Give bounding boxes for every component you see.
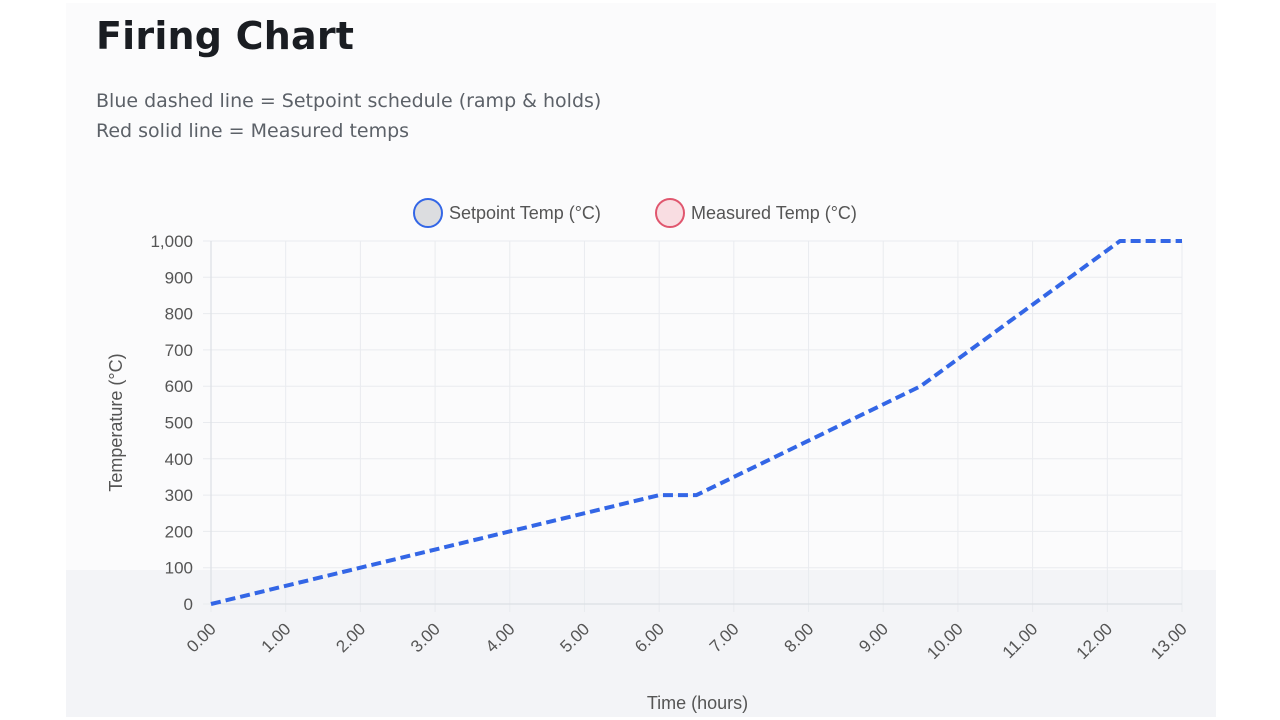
x-tick-label: 2.00 — [332, 619, 369, 656]
x-axis-title: Time (hours) — [647, 693, 748, 713]
y-tick-label: 0 — [184, 595, 193, 614]
description-line-setpoint: Blue dashed line = Setpoint schedule (ra… — [96, 90, 602, 112]
series-line-0 — [210, 239, 1182, 606]
x-tick-label: 11.00 — [999, 619, 1042, 662]
x-tick-label: 13.00 — [1147, 619, 1191, 663]
x-tick-label: 6.00 — [631, 619, 668, 656]
x-tick-label: 9.00 — [855, 619, 892, 656]
x-tick-label: 10.00 — [923, 619, 967, 663]
x-tick-label: 8.00 — [781, 619, 818, 656]
y-tick-label: 600 — [165, 377, 193, 396]
y-tick-label: 900 — [165, 268, 193, 287]
y-tick-label: 400 — [165, 450, 193, 469]
x-tick-label: 1.00 — [258, 619, 295, 656]
y-tick-label: 100 — [165, 559, 193, 578]
y-tick-label: 800 — [165, 305, 193, 324]
x-tick-label: 7.00 — [706, 619, 743, 656]
legend-marker-1[interactable] — [655, 198, 685, 228]
y-tick-label: 200 — [165, 522, 193, 541]
description-line-measured: Red solid line = Measured temps — [96, 120, 410, 142]
y-tick-label: 300 — [165, 486, 193, 505]
x-tick-label: 5.00 — [556, 619, 593, 656]
x-tick-label: 0.00 — [183, 619, 220, 656]
x-tick-label: 3.00 — [407, 619, 444, 656]
page-title: Firing Chart — [96, 14, 355, 58]
x-tick-label: 4.00 — [482, 619, 519, 656]
y-tick-label: 1,000 — [150, 232, 193, 251]
legend-label-1[interactable]: Measured Temp (°C) — [691, 203, 857, 223]
x-tick-label: 12.00 — [1073, 619, 1117, 663]
y-tick-label: 500 — [165, 414, 193, 433]
legend-label-0[interactable]: Setpoint Temp (°C) — [449, 203, 601, 223]
y-tick-label: 700 — [165, 341, 193, 360]
y-axis-title: Temperature (°C) — [106, 353, 126, 491]
legend-marker-0[interactable] — [413, 198, 443, 228]
